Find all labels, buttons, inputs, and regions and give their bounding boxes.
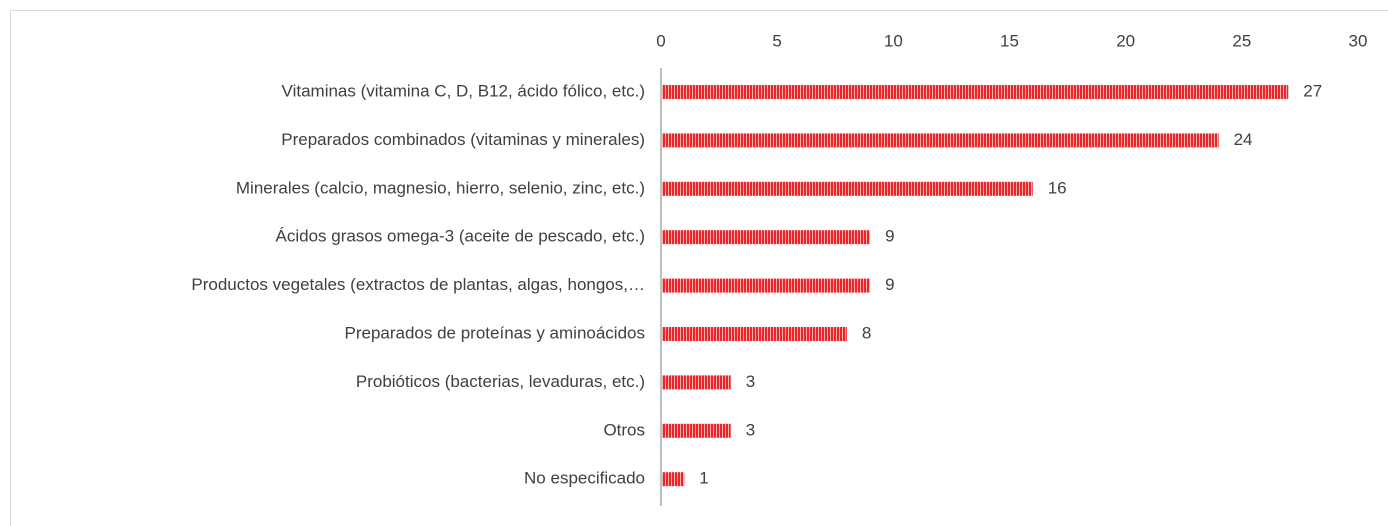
bar xyxy=(661,278,871,293)
category-label: Otros xyxy=(603,420,645,439)
bar xyxy=(661,85,1289,99)
x-tick-label: 30 xyxy=(1349,31,1368,50)
bar xyxy=(661,133,1219,148)
value-label: 9 xyxy=(885,227,894,246)
value-label: 9 xyxy=(885,275,894,294)
category-label: Ácidos grasos omega-3 (aceite de pescado… xyxy=(276,227,645,246)
x-tick-label: 0 xyxy=(656,31,665,50)
bar xyxy=(661,375,731,390)
value-label: 16 xyxy=(1048,178,1067,197)
category-label: Preparados de proteínas y aminoácidos xyxy=(344,323,645,342)
value-label: 8 xyxy=(862,323,871,342)
x-tick-label: 15 xyxy=(1000,31,1019,50)
value-label: 3 xyxy=(746,372,755,391)
x-tick-label: 5 xyxy=(772,31,781,50)
category-label: No especificado xyxy=(524,469,645,488)
value-label: 27 xyxy=(1303,81,1322,100)
category-label: Probióticos (bacterias, levaduras, etc.) xyxy=(356,372,645,391)
x-tick-label: 20 xyxy=(1116,31,1135,50)
value-label: 24 xyxy=(1234,130,1253,149)
x-tick-label: 25 xyxy=(1232,31,1251,50)
bar xyxy=(661,472,685,487)
bar xyxy=(661,423,731,438)
x-tick-label: 10 xyxy=(884,31,903,50)
category-label: Minerales (calcio, magnesio, hierro, sel… xyxy=(236,178,645,197)
bar xyxy=(661,230,871,245)
bar xyxy=(661,181,1033,196)
category-label: Preparados combinados (vitaminas y miner… xyxy=(281,130,645,149)
value-label: 3 xyxy=(746,420,755,439)
bar xyxy=(661,327,847,341)
chart-border xyxy=(10,10,1388,526)
category-label: Vitaminas (vitamina C, D, B12, ácido fól… xyxy=(282,81,645,100)
value-label: 1 xyxy=(699,469,708,488)
category-label: Productos vegetales (extractos de planta… xyxy=(191,275,645,294)
